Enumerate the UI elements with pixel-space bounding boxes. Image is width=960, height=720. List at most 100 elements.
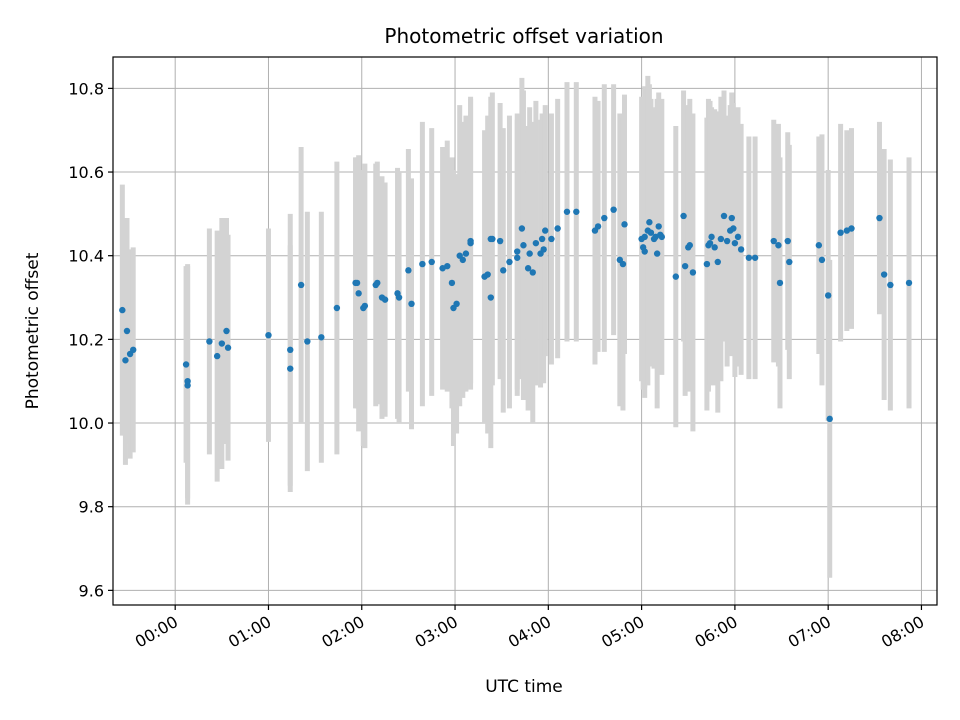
data-point xyxy=(655,223,662,230)
data-point xyxy=(419,260,426,268)
data-point xyxy=(506,258,513,266)
data-point xyxy=(706,239,714,247)
data-point xyxy=(448,279,456,287)
data-point xyxy=(130,346,137,354)
y-tick-label: 10.4 xyxy=(68,247,104,266)
data-point xyxy=(496,237,504,245)
data-point xyxy=(876,214,883,222)
data-point xyxy=(737,246,745,253)
data-point xyxy=(786,258,793,266)
data-point xyxy=(487,294,494,301)
data-point xyxy=(444,262,451,270)
data-point xyxy=(554,225,561,232)
data-point xyxy=(784,237,791,245)
data-point xyxy=(514,254,521,261)
data-point xyxy=(524,265,532,272)
y-tick-label: 9.8 xyxy=(79,498,104,517)
data-point xyxy=(462,250,470,257)
data-point xyxy=(122,357,129,364)
data-point xyxy=(770,237,777,245)
data-point xyxy=(405,267,412,274)
data-point xyxy=(573,208,580,215)
data-point xyxy=(428,258,435,266)
data-point xyxy=(680,212,687,220)
y-tick-label: 10.2 xyxy=(68,330,104,349)
data-point xyxy=(374,279,381,287)
data-point xyxy=(514,248,521,255)
y-axis-label: Photometric offset xyxy=(23,252,43,409)
data-point xyxy=(540,246,547,253)
data-point xyxy=(484,271,491,278)
data-point xyxy=(818,256,826,264)
data-point xyxy=(689,269,697,276)
data-point xyxy=(467,237,474,245)
data-point xyxy=(728,214,735,222)
data-point xyxy=(318,334,325,341)
data-point xyxy=(708,233,715,241)
data-point xyxy=(610,206,617,213)
data-point xyxy=(459,256,467,264)
data-point xyxy=(641,248,648,255)
data-point xyxy=(621,221,628,228)
data-point xyxy=(681,262,689,270)
data-point xyxy=(731,239,739,247)
y-tick-label: 10.6 xyxy=(68,163,104,182)
data-point xyxy=(287,365,294,372)
data-point xyxy=(658,233,666,241)
data-point xyxy=(720,212,728,220)
data-point xyxy=(837,229,844,236)
data-point xyxy=(381,296,389,303)
data-point xyxy=(184,377,191,385)
data-point xyxy=(646,219,653,226)
data-point xyxy=(304,338,311,345)
data-point xyxy=(529,269,536,276)
x-axis-label: UTC time xyxy=(485,677,563,697)
data-point xyxy=(653,250,661,257)
data-point xyxy=(123,327,131,335)
data-point xyxy=(265,331,272,339)
data-point xyxy=(714,258,721,266)
data-points xyxy=(119,206,913,423)
plot-frame xyxy=(112,56,938,606)
y-tick-label: 9.6 xyxy=(79,581,104,600)
data-point xyxy=(526,250,533,257)
data-point xyxy=(333,304,341,312)
data-point xyxy=(223,327,230,335)
data-point xyxy=(548,235,555,243)
y-tick-label: 10.8 xyxy=(68,79,104,98)
data-point xyxy=(297,281,305,289)
data-point xyxy=(730,225,737,232)
data-point xyxy=(776,279,784,287)
data-point xyxy=(119,306,126,314)
y-axis: 9.6 9.8 10.0 10.2 10.4 10.6 10.8 xyxy=(68,79,113,600)
data-point xyxy=(355,290,362,297)
data-point xyxy=(848,225,855,232)
chart-title: Photometric offset variation xyxy=(384,24,663,48)
data-point xyxy=(815,242,823,249)
y-tick-label: 10.0 xyxy=(68,414,104,433)
data-point xyxy=(751,254,759,261)
data-point xyxy=(213,352,221,360)
data-point xyxy=(224,344,232,351)
data-point xyxy=(408,300,415,308)
data-point xyxy=(734,233,742,241)
data-point xyxy=(453,300,460,308)
data-point xyxy=(563,208,571,215)
data-point xyxy=(206,338,213,345)
data-point xyxy=(353,279,361,287)
data-point xyxy=(880,271,888,278)
data-point xyxy=(619,260,627,268)
data-point xyxy=(520,242,527,249)
data-point xyxy=(538,235,546,243)
data-point xyxy=(887,281,894,289)
data-point xyxy=(647,229,655,236)
data-point xyxy=(489,235,496,243)
data-point xyxy=(182,361,190,368)
data-point xyxy=(686,242,693,249)
data-point xyxy=(532,239,540,247)
data-point xyxy=(287,346,294,354)
data-point xyxy=(905,279,913,287)
data-point xyxy=(218,340,226,347)
